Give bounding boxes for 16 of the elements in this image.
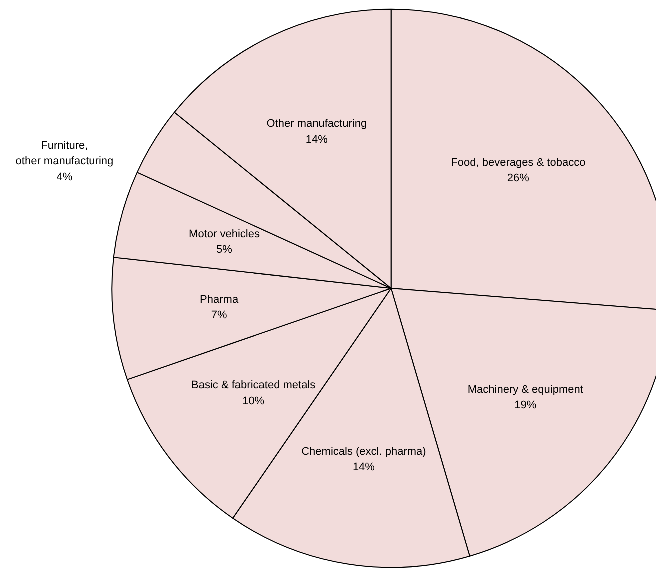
- slice-label: Machinery & equipment: [468, 384, 584, 396]
- slice-label: Furniture, other manufacturing: [16, 140, 114, 168]
- data-label: 7%: [211, 310, 228, 322]
- data-label: 19%: [514, 400, 537, 412]
- slice-label: Other manufacturing: [266, 118, 368, 130]
- data-label: 14%: [352, 461, 376, 474]
- data-label: 4%: [56, 171, 73, 184]
- data-label: 10%: [242, 395, 265, 408]
- data-label: 14%: [306, 134, 328, 146]
- slice-label: Food, beverages & tobacco: [451, 157, 586, 170]
- slice-label: Pharma: [200, 294, 240, 306]
- data-label: 26%: [507, 172, 530, 185]
- slice-label: Basic & fabricated metals: [192, 380, 316, 392]
- slice-label: Chemicals (excl. pharma): [302, 446, 426, 458]
- data-label: 5%: [216, 244, 233, 256]
- slice-label: Motor vehicles: [189, 228, 260, 241]
